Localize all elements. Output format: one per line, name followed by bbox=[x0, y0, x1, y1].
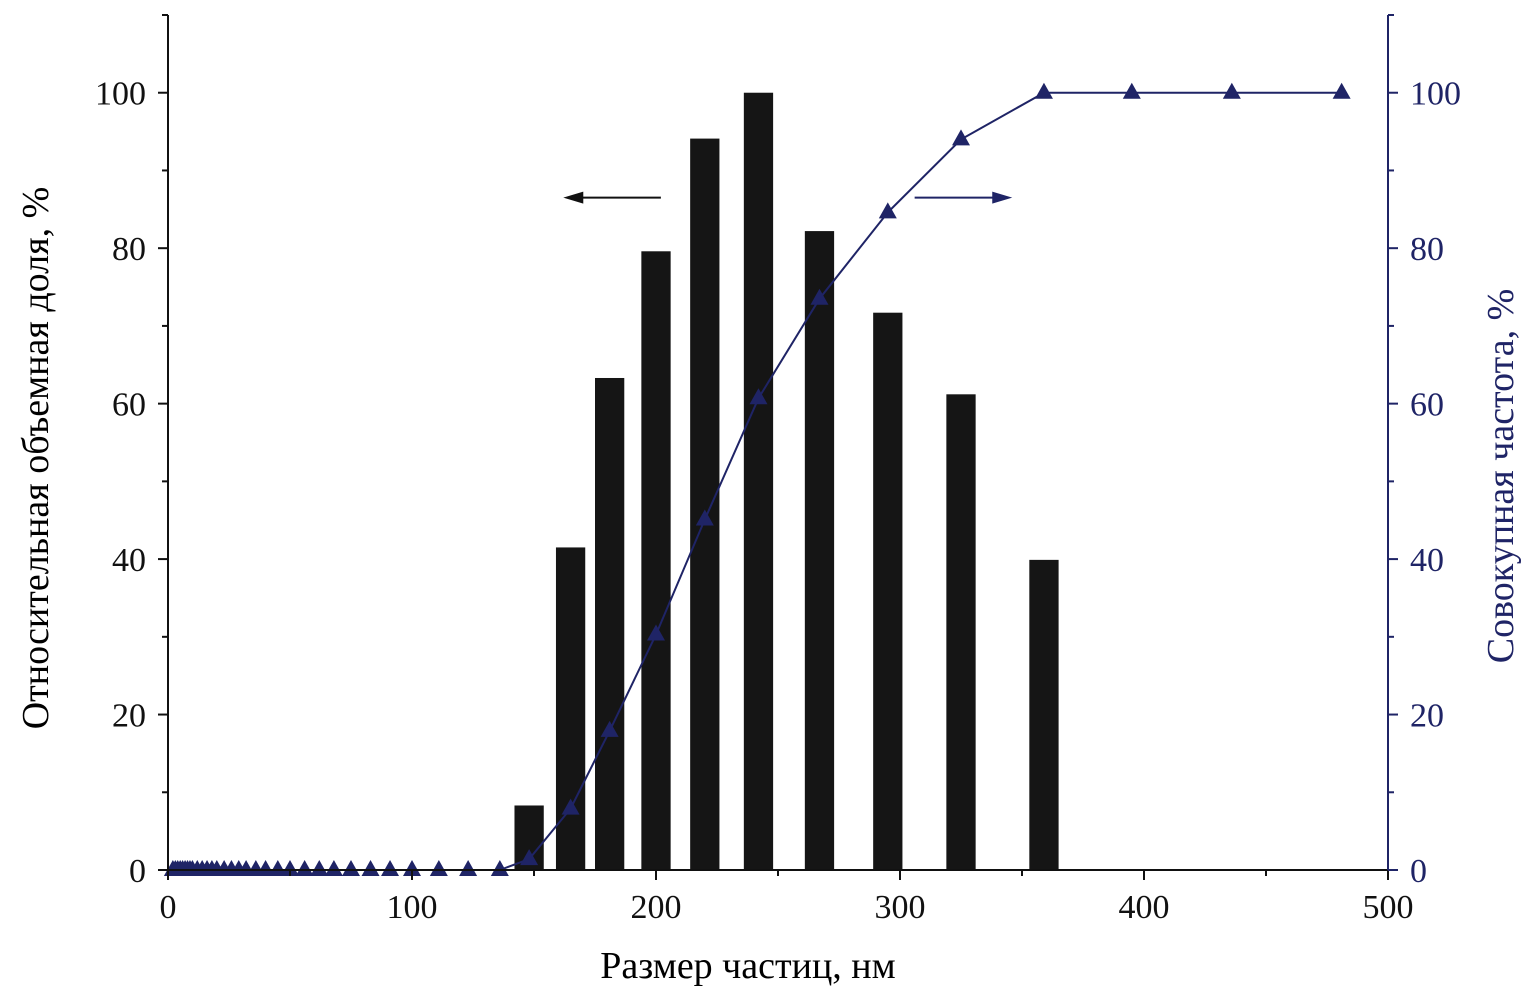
line-point bbox=[695, 509, 714, 526]
x-tick-label: 200 bbox=[631, 889, 682, 926]
line-point bbox=[952, 129, 970, 146]
line-point bbox=[381, 860, 400, 876]
arrow-left-icon bbox=[563, 191, 584, 204]
x-tick-label: 300 bbox=[875, 889, 926, 926]
bar-series bbox=[514, 92, 1059, 871]
bar bbox=[1029, 559, 1059, 870]
line-point bbox=[256, 860, 275, 876]
y-right-tick-label: 100 bbox=[1410, 76, 1461, 113]
bar bbox=[641, 251, 671, 871]
line-point bbox=[361, 860, 380, 876]
line-point bbox=[281, 860, 299, 876]
line-point bbox=[429, 860, 448, 876]
x-tick-label: 100 bbox=[387, 889, 438, 926]
line-point bbox=[342, 860, 360, 876]
y-right-tick-label: 40 bbox=[1410, 542, 1444, 579]
x-axis-title: Размер частиц, нм bbox=[600, 945, 895, 987]
line-point bbox=[459, 860, 478, 876]
bar bbox=[743, 92, 774, 870]
y-right-tick-label: 0 bbox=[1410, 853, 1427, 890]
line-point bbox=[324, 860, 343, 876]
y-axis-left-title: Относительная объемная доля, % bbox=[15, 187, 57, 730]
bar bbox=[690, 138, 720, 870]
x-tick-label: 400 bbox=[1119, 889, 1170, 926]
line-point bbox=[1222, 82, 1241, 99]
line-point bbox=[403, 860, 421, 876]
y-left-tick-label: 80 bbox=[112, 231, 146, 268]
y-left-tick-label: 100 bbox=[95, 76, 146, 113]
y-left-tick-label: 0 bbox=[129, 853, 146, 890]
y-left-tick-label: 60 bbox=[112, 387, 146, 424]
bar bbox=[946, 394, 976, 870]
line-point bbox=[810, 288, 829, 305]
line-point bbox=[295, 860, 314, 876]
annotations bbox=[563, 191, 1013, 204]
y-right-tick-label: 20 bbox=[1410, 698, 1444, 735]
bar bbox=[873, 312, 903, 871]
line-point bbox=[1122, 82, 1141, 99]
line-point bbox=[490, 860, 509, 876]
line-point bbox=[310, 860, 329, 876]
bar bbox=[555, 547, 586, 870]
line-point bbox=[1034, 82, 1053, 99]
y-left-tick-label: 40 bbox=[112, 542, 146, 579]
line-point bbox=[520, 849, 539, 866]
bar bbox=[595, 377, 625, 870]
line-point bbox=[878, 202, 897, 219]
line-point bbox=[1332, 82, 1351, 99]
line-point bbox=[561, 798, 580, 815]
line-point bbox=[749, 388, 768, 405]
bar bbox=[804, 231, 835, 871]
arrow-right-icon bbox=[992, 191, 1013, 204]
line-point bbox=[600, 720, 619, 737]
line-point bbox=[268, 860, 287, 876]
x-tick-label: 0 bbox=[160, 889, 177, 926]
y-axis-right-title: Совокупная частота, % bbox=[1480, 289, 1522, 664]
line-point bbox=[647, 624, 665, 641]
y-right-tick-label: 60 bbox=[1410, 387, 1444, 424]
y-right-tick-label: 80 bbox=[1410, 231, 1444, 268]
y-left-tick-label: 20 bbox=[112, 698, 146, 735]
x-tick-label: 500 bbox=[1363, 889, 1414, 926]
